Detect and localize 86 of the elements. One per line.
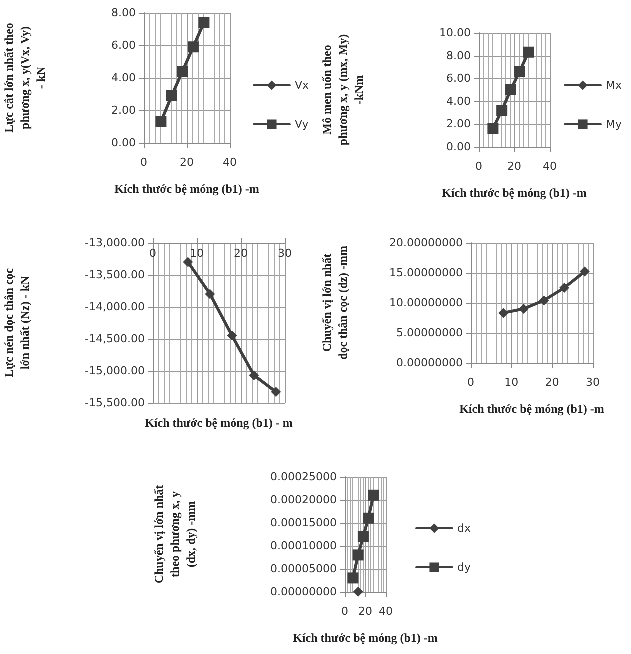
point (156, 116, 167, 128)
point (488, 123, 499, 134)
legend-label: Mx (606, 79, 622, 92)
y-tick-label: 0.00000000 (396, 356, 463, 370)
point (560, 283, 570, 293)
x-tick-label: 20 (508, 160, 522, 173)
point (523, 46, 534, 58)
x-tick-label: 40 (543, 160, 557, 173)
x-tick-label: 20 (180, 156, 194, 169)
y-axis-title: Chuyển vị lớn nhất dọc thân cọc (dz) -mm (320, 246, 350, 360)
y-tick-label: -14,000.00 (85, 300, 145, 314)
x-axis-title: Kích thước bệ móng (b1) -m (460, 402, 604, 416)
y-tick-label: 8.00 (112, 6, 136, 20)
point (348, 572, 359, 584)
point (363, 512, 374, 524)
y-axis-title: Lực nén dọc thân cọc lớn nhất (Nz) - kN (2, 268, 32, 378)
legend-label: Vy (294, 118, 310, 131)
y-tick-label: 6.00 (446, 72, 471, 86)
y-tick-label: 5.00000000 (396, 326, 463, 340)
point (198, 17, 210, 28)
legend-label: Vx (294, 79, 310, 92)
x-tick-label: 0 (140, 156, 148, 169)
x-tick-label: 30 (278, 247, 292, 260)
x-tick-label: 20 (234, 247, 248, 260)
x-axis-title: Kích thước bệ móng (b1) -m (442, 186, 587, 200)
y-tick-label: 0.00010000 (270, 540, 337, 552)
y-tick-label: 0.00015000 (270, 516, 337, 530)
x-tick-label: 10 (190, 247, 204, 260)
legend-label: My (606, 118, 622, 131)
y-tick-label: 0.00020000 (270, 494, 337, 506)
x-axis-title: Kích thước bệ móng (b1) -m (293, 631, 438, 645)
x-tick-label: 0 (468, 376, 474, 389)
point (188, 42, 199, 53)
point (227, 330, 238, 341)
y-tick-label: 0.00 (112, 136, 136, 150)
y-axis-title: Lực cắt lớn nhất theo phương x, y(Vx, Vy) - kN (2, 23, 48, 133)
y-axis-title: Mô men uốn theo phương x, y (mx, My) -kNm (320, 34, 366, 146)
y-tick-label: 6.00 (112, 39, 136, 52)
y-tick-label: 2.00 (112, 104, 136, 117)
y-tick-label: -13,500.00 (85, 268, 145, 282)
x-tick-label: 20 (545, 376, 560, 389)
y-tick-label: 0.00 (446, 140, 471, 154)
y-axis-title: Chuyển vị lớn nhất theo phương x, y (dx, dy) -mm (152, 485, 198, 584)
point (358, 531, 369, 542)
point (539, 296, 550, 306)
x-axis-title: Kích thước bệ móng (b1) - m (145, 416, 293, 430)
y-tick-label: 20.00000000 (390, 236, 463, 250)
x-tick-label: 40 (223, 156, 237, 169)
point (496, 105, 508, 116)
point (353, 587, 364, 597)
y-tick-label: 0.00025000 (270, 470, 337, 484)
point (518, 304, 529, 314)
y-tick-label: -14,500.00 (85, 332, 145, 346)
point (580, 266, 590, 277)
y-tick-label: 0.00005000 (270, 562, 337, 576)
y-tick-label: 10.00 (440, 26, 471, 40)
y-tick-label: 10.00000000 (390, 296, 463, 310)
y-tick-label: -15,500.00 (85, 396, 145, 410)
x-tick-label: 0 (476, 160, 482, 173)
y-tick-label: -13,000.00 (85, 236, 145, 250)
x-tick-label: 30 (586, 376, 600, 389)
x-tick-label: 20 (358, 605, 372, 618)
point (205, 289, 216, 300)
y-tick-label: 4.00 (446, 94, 471, 108)
point (166, 90, 178, 102)
y-tick-label: 0.00000000 (270, 586, 337, 598)
x-tick-label: 40 (379, 605, 393, 618)
point (352, 550, 364, 561)
point (498, 308, 509, 318)
x-axis-title: Kích thước bệ móng (b1) -m (114, 182, 260, 196)
legend-label: dy (458, 561, 472, 574)
point (505, 84, 516, 96)
point (183, 257, 194, 268)
point (271, 387, 282, 398)
x-tick-label: 10 (504, 376, 519, 389)
legend-label: dx (458, 522, 472, 535)
point (177, 66, 188, 77)
y-tick-label: 4.00 (112, 72, 136, 84)
y-tick-label: -15,000.00 (85, 364, 145, 378)
x-tick-label: 0 (342, 605, 348, 618)
point (249, 370, 260, 380)
y-tick-label: 2.00 (446, 118, 471, 131)
point (514, 66, 526, 78)
y-tick-label: 15.00000000 (390, 266, 463, 280)
y-tick-label: 8.00 (446, 49, 471, 62)
point (368, 490, 380, 501)
